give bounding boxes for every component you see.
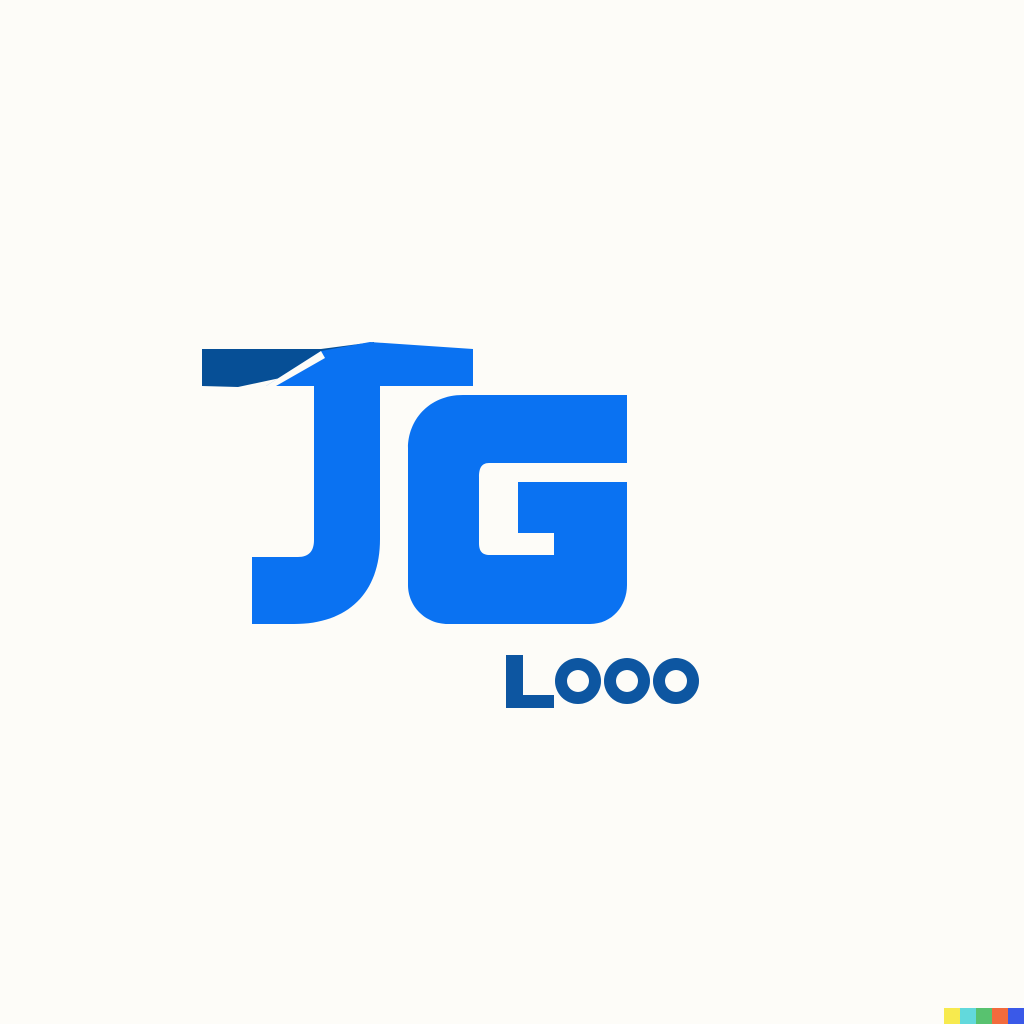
watermark-chip-blue (1008, 1008, 1024, 1024)
watermark-chip-green (976, 1008, 992, 1024)
monogram-letter-g (408, 395, 627, 624)
watermark-chip-yellow (944, 1008, 960, 1024)
watermark-chip-orange (992, 1008, 1008, 1024)
wordmark-letter-o-2 (604, 658, 650, 704)
wordmark-letter-l (506, 655, 554, 708)
generation-watermark (944, 1008, 1024, 1024)
watermark-chip-cyan (960, 1008, 976, 1024)
monogram-letter-j (252, 342, 473, 624)
logo-wordmark-image (499, 641, 709, 721)
wordmark-letter-o-3 (653, 658, 699, 704)
wordmark-letter-o-1 (555, 658, 601, 704)
monogram-cut-highlight (266, 351, 325, 386)
